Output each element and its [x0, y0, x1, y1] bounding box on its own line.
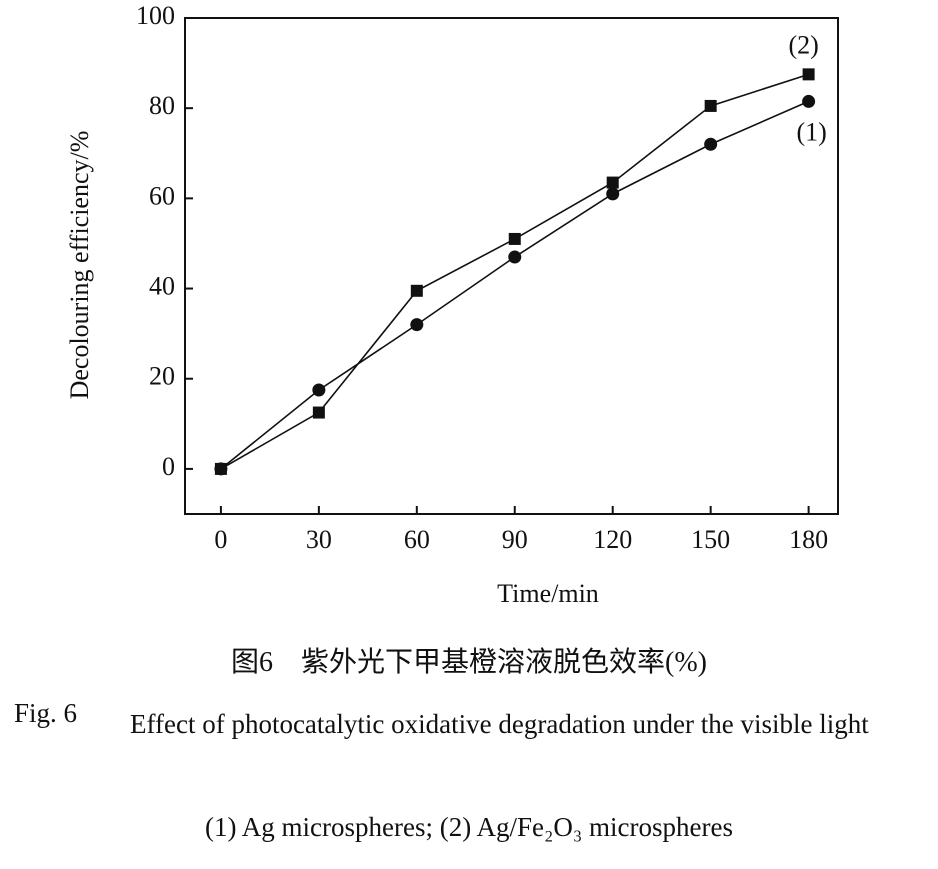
- y-tick-label: 0: [162, 452, 175, 481]
- marker: [606, 176, 619, 189]
- marker: [802, 94, 816, 108]
- y-tick-label: 80: [149, 91, 175, 120]
- caption-chinese: 图6 紫外光下甲基橙溶液脱色效率(%): [231, 647, 707, 678]
- y-tick-label: 20: [149, 362, 175, 391]
- marker: [802, 68, 815, 81]
- series-label: (2): [788, 30, 818, 59]
- x-tick-label: 30: [306, 525, 332, 554]
- series-label: (1): [796, 117, 826, 146]
- caption-note: (1) Ag microspheres; (2) Ag/Fe₂O₃ micros…: [205, 812, 733, 842]
- x-tick-label: 180: [789, 525, 828, 554]
- series-line: [220, 73, 809, 470]
- y-tick-label: 60: [149, 181, 175, 210]
- marker: [704, 99, 717, 112]
- chart: Time/min Decolouring efficiency/% 0 20 40 6…: [65, 1, 839, 608]
- x-tick-label: 90: [502, 525, 528, 554]
- x-tick-label: 120: [593, 525, 632, 554]
- marker: [508, 232, 521, 245]
- y-tick-label: 40: [149, 272, 175, 301]
- marker: [214, 462, 227, 475]
- y-tick-label: 100: [136, 1, 175, 30]
- x-axis-label: Time/min: [497, 579, 599, 608]
- x-tick-label: 60: [404, 525, 430, 554]
- marker: [312, 383, 326, 397]
- marker: [704, 137, 718, 151]
- plot-frame: [184, 17, 839, 515]
- figure-label: Fig. 6: [14, 698, 78, 728]
- marker: [410, 318, 424, 332]
- series-line: [220, 100, 809, 470]
- marker: [410, 284, 423, 297]
- x-tick-label: 150: [691, 525, 730, 554]
- caption-text: Effect of photocatalytic oxidative degra…: [130, 709, 869, 739]
- marker: [508, 250, 522, 264]
- marker: [606, 187, 620, 201]
- marker: [312, 406, 325, 419]
- x-tick-label: 0: [214, 525, 227, 554]
- y-axis-label: Decolouring efficiency/%: [65, 131, 94, 400]
